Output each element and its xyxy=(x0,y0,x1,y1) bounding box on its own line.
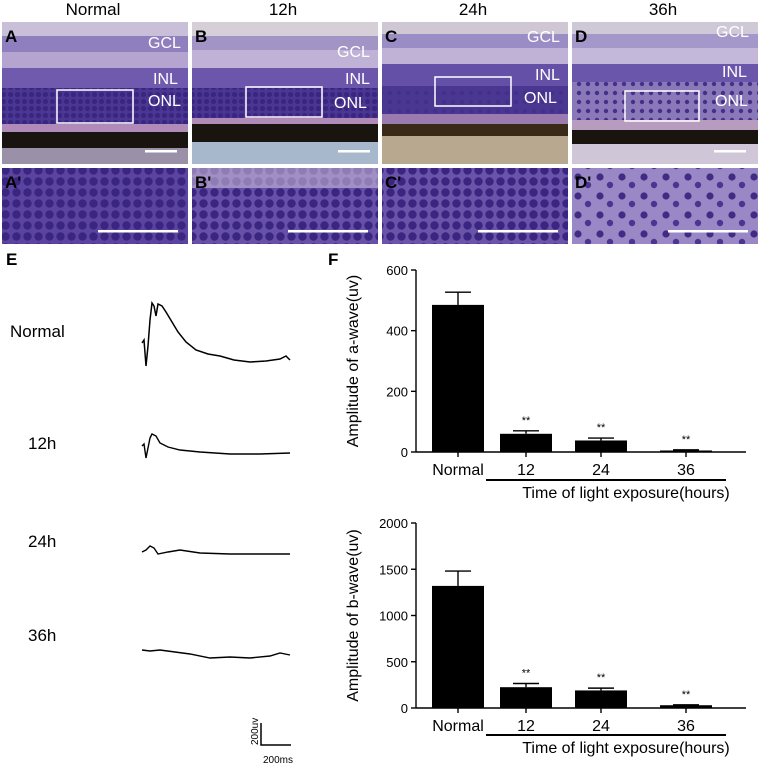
chart-a-bar xyxy=(575,440,627,452)
chart-a-x-tick-label: 12 xyxy=(517,462,535,479)
panel-letter-b-prime: B' xyxy=(195,173,211,192)
erg-traces: 200uv 200ms xyxy=(141,300,293,766)
label-onl-d: ONL xyxy=(715,93,748,110)
panel-a-prime xyxy=(2,168,188,244)
erg-trace-36h xyxy=(141,649,291,659)
chart-a-significance: ** xyxy=(522,415,531,427)
chart-a-bar xyxy=(432,304,484,452)
chart-b-bar xyxy=(432,585,484,708)
chart-b-significance: ** xyxy=(522,667,531,679)
erg-label-24h: 24h xyxy=(28,532,57,551)
chart-b-y-tick-label: 0 xyxy=(401,701,408,716)
chart-a-wave: 0 200 400 600 Normal 12 ** 24 ** 36 ** Time of ligh… xyxy=(345,263,746,502)
label-onl-a: ONL xyxy=(148,93,181,110)
label-inl-d: INL xyxy=(722,64,747,81)
erg-label-12h: 12h xyxy=(28,434,57,453)
label-gcl-b: GCL xyxy=(337,44,370,61)
panel-c-prime xyxy=(382,168,568,244)
chart-a-x-tick-label: Normal xyxy=(432,462,484,479)
chart-a-bar xyxy=(500,433,552,452)
erg-scale-bar xyxy=(260,723,291,746)
erg-scale-voltage: 200uv xyxy=(250,718,261,745)
chart-b-y-tick-label: 1000 xyxy=(379,609,408,624)
chart-b-bar xyxy=(500,687,552,708)
panel-letter-d: D xyxy=(575,27,587,46)
chart-a-y-tick-label: 600 xyxy=(386,263,408,278)
chart-a-x-tick-label: 24 xyxy=(592,462,610,479)
chart-b-y-tick-label: 2000 xyxy=(379,516,408,531)
panel-letter-e: E xyxy=(6,250,18,269)
chart-b-wave: 0 500 1000 1500 2000 Normal 12 ** 24 ** 36 ** Time o… xyxy=(345,516,746,757)
chart-b-x-tick-label: 24 xyxy=(592,718,610,735)
column-title-normal: Normal xyxy=(65,0,121,19)
chart-b-significance: ** xyxy=(682,689,691,701)
panel-letter-c: C xyxy=(385,27,397,46)
chart-a-y-axis-title: Amplitude of a-wave(uv) xyxy=(345,275,362,448)
chart-a-y-tick-label: 200 xyxy=(386,384,408,399)
panel-letter-c-prime: C' xyxy=(385,173,401,192)
label-onl-b: ONL xyxy=(334,95,367,112)
chart-b-bar xyxy=(575,690,627,708)
panel-a xyxy=(2,22,188,164)
label-onl-c: ONL xyxy=(524,90,557,107)
chart-b-y-tick-label: 500 xyxy=(386,655,408,670)
chart-a-x-tick-label: 36 xyxy=(677,462,695,479)
panel-letter-b: B xyxy=(195,27,207,46)
panel-letter-a-prime: A' xyxy=(5,173,21,192)
chart-a-significance: ** xyxy=(682,434,691,446)
chart-b-x-tick-label: 36 xyxy=(677,718,695,735)
panel-d xyxy=(572,22,758,164)
erg-trace-12h xyxy=(141,433,291,459)
panel-letter-d-prime: D' xyxy=(575,173,591,192)
chart-b-bar xyxy=(660,705,712,708)
erg-trace-24h xyxy=(141,545,290,555)
erg-label-normal: Normal xyxy=(10,322,65,341)
chart-b-x-tick-label: Normal xyxy=(432,718,484,735)
chart-b-y-axis-title: Amplitude of b-wave(uv) xyxy=(345,529,362,702)
chart-b-x-tick-label: 12 xyxy=(517,718,535,735)
label-gcl-a: GCL xyxy=(148,35,181,52)
erg-label-36h: 36h xyxy=(28,626,57,645)
panel-letter-a: A xyxy=(5,27,17,46)
column-title-24h: 24h xyxy=(458,0,488,19)
column-title-12h: 12h xyxy=(268,0,298,19)
label-gcl-c: GCL xyxy=(527,29,560,46)
chart-a-y-tick-label: 400 xyxy=(386,324,408,339)
label-inl-c: INL xyxy=(535,67,560,84)
panel-b xyxy=(192,22,378,164)
chart-b-y-tick-label: 1500 xyxy=(379,562,408,577)
panel-c xyxy=(382,22,568,164)
label-inl-b: INL xyxy=(345,71,370,88)
erg-trace-normal xyxy=(141,300,291,367)
chart-b-x-axis-title: Time of light exposure(hours) xyxy=(522,740,730,757)
chart-a-bar xyxy=(660,450,712,452)
chart-b-significance: ** xyxy=(597,672,606,684)
panel-letter-f: F xyxy=(328,250,339,269)
histology-micrographs: A B C D A' B' C' D' GCL INL ONL GCL INL … xyxy=(2,22,758,244)
panel-b-prime xyxy=(192,168,378,244)
column-title-36h: 36h xyxy=(648,0,678,19)
chart-a-x-axis-title: Time of light exposure(hours) xyxy=(522,485,730,502)
chart-a-significance: ** xyxy=(597,422,606,434)
chart-a-y-tick-label: 0 xyxy=(401,445,408,460)
label-inl-a: INL xyxy=(153,71,178,88)
erg-scale-time: 200ms xyxy=(263,755,293,766)
label-gcl-d: GCL xyxy=(716,24,749,41)
panel-d-prime xyxy=(572,168,758,244)
